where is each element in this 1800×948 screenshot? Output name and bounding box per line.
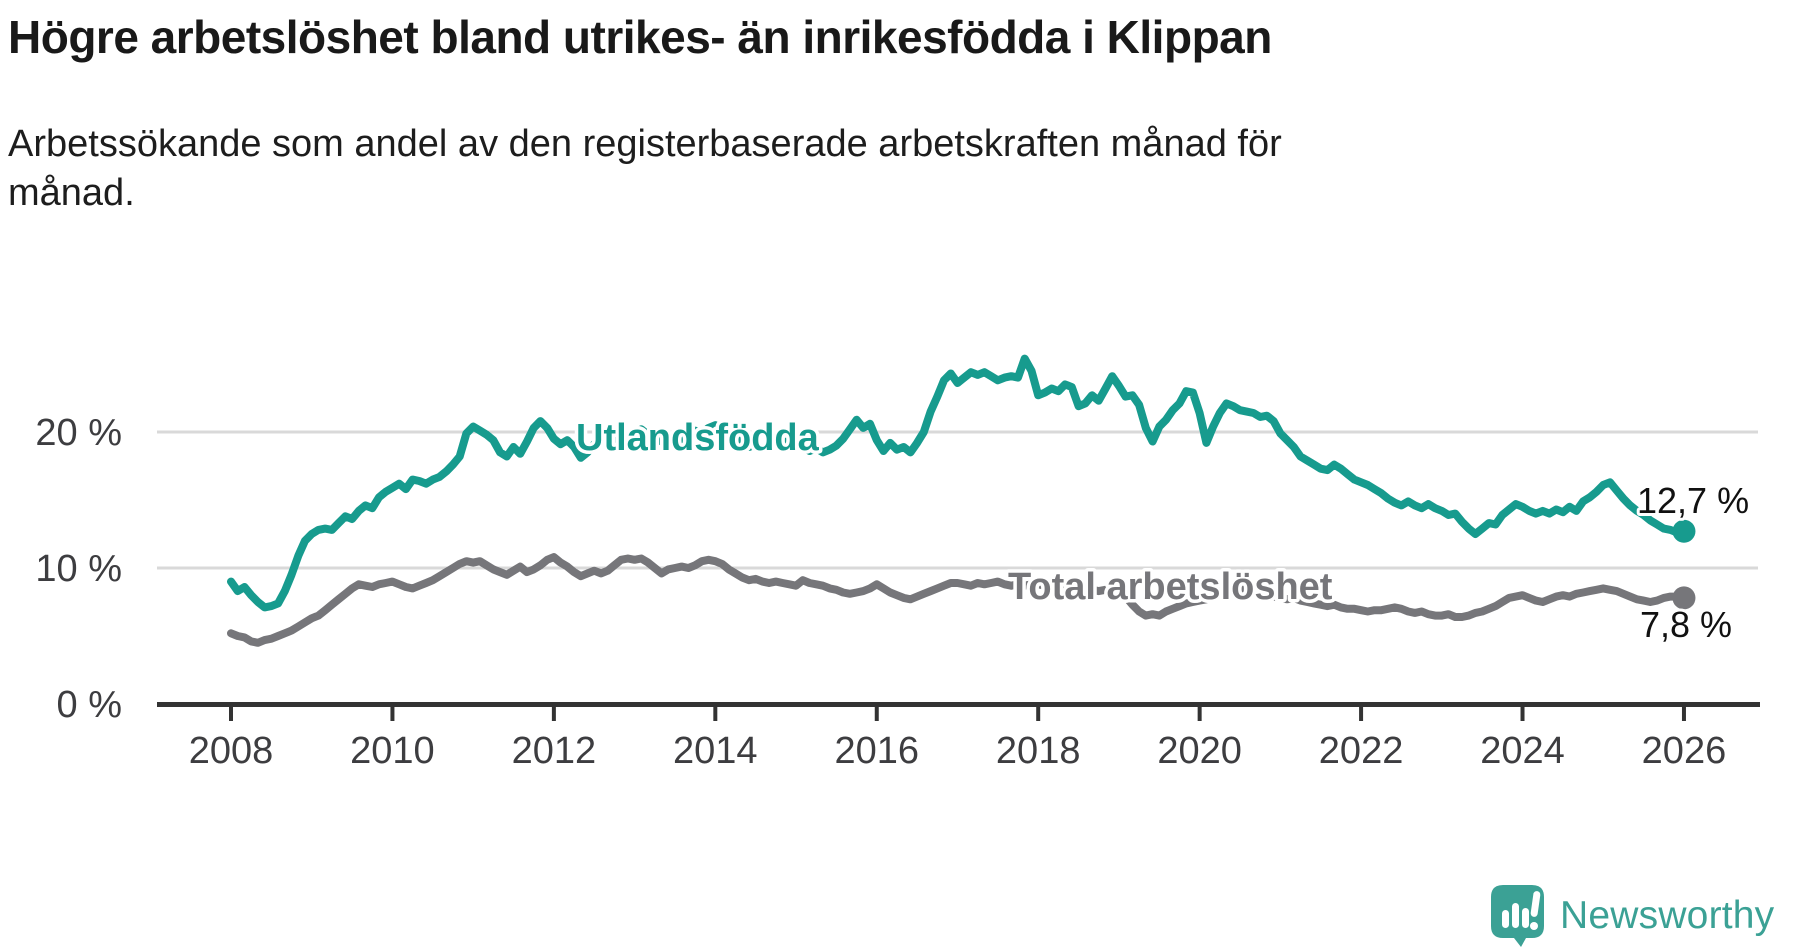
series-end-dot-1 [1672,519,1696,543]
chart-subtitle-line2: månad. [8,172,135,214]
chart-subtitle-line1: Arbetssökande som andel av den registerb… [8,123,1282,165]
newsworthy-logo-icon [1491,885,1544,947]
logo-bar-small [1502,910,1509,928]
logo-exclamation-bar [1530,891,1541,917]
chart-subtitle: Arbetssökande som andel av den registerb… [8,120,1488,218]
x-tick-label: 2022 [1319,730,1404,772]
x-tick-label: 2014 [673,730,758,772]
x-tick-label: 2010 [350,730,435,772]
series-line-1 [227,354,1688,612]
series-line-2 [227,553,1688,647]
y-tick-label: 10 % [35,548,122,590]
series-end-value-2: 7,8 % [1640,604,1732,645]
logo-exclamation-dot [1530,922,1538,930]
logo-bar-mid [1522,908,1529,928]
series-label-1: Utlandsfödda [576,417,820,459]
series-end-value-1: 12,7 % [1637,480,1749,521]
x-tick-label: 2018 [996,730,1081,772]
x-tick-label: 2020 [1157,730,1242,772]
x-tick-label: 2016 [834,730,919,772]
newsworthy-logo: Newsworthy [1490,884,1774,948]
chart-title: Högre arbetslöshet bland utrikes- än inr… [8,11,1272,63]
y-tick-label: 20 % [35,412,122,454]
logo-bar-tall [1512,903,1519,928]
newsworthy-logo-text: Newsworthy [1560,894,1775,937]
x-tick-label: 2024 [1480,730,1565,772]
series-label-2: Total arbetslöshet [1008,566,1333,608]
y-tick-label: 0 % [57,684,122,726]
series-end-dot-2 [1672,586,1696,610]
x-tick-label: 2026 [1642,730,1727,772]
x-tick-label: 2012 [512,730,597,772]
x-tick-label: 2008 [189,730,274,772]
